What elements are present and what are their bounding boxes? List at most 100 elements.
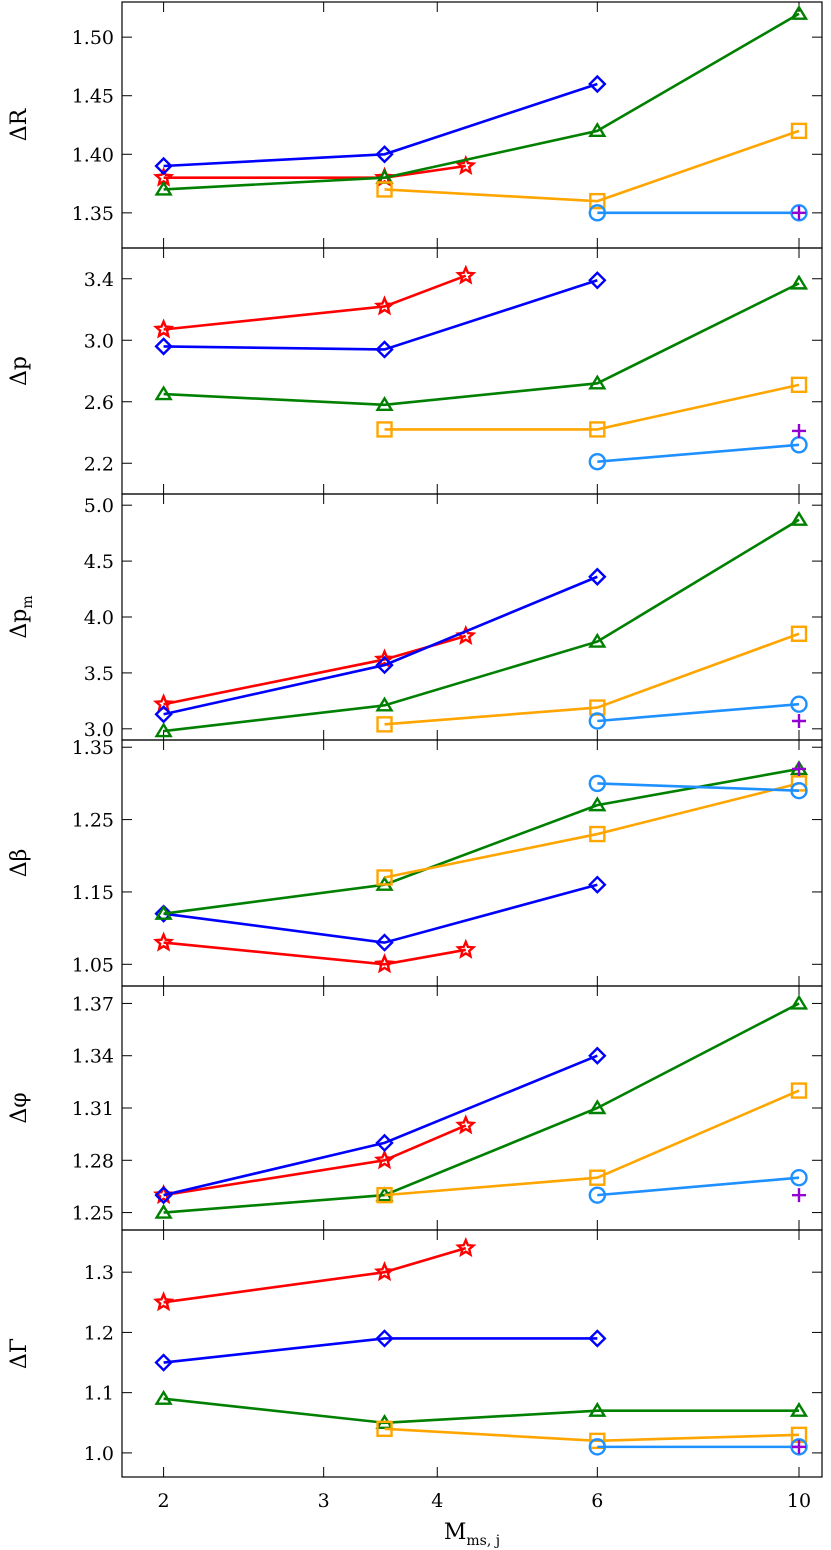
panel-dpm: 3.03.54.04.55.0Δpm	[7, 494, 822, 741]
y-axis-label: Δφ	[7, 1092, 32, 1123]
y-tick-label: 3.5	[84, 663, 114, 685]
series-green-line	[164, 1399, 799, 1423]
panel-dGamma: 1.01.11.21.3ΔΓ	[7, 1230, 822, 1477]
series-purple-point	[792, 424, 806, 438]
panel-frame	[122, 248, 822, 494]
panel-dp: 2.2 2.6 3.0 3.4 Δp	[7, 248, 822, 494]
y-tick-label: 3.4	[84, 269, 114, 291]
series-green-line	[164, 769, 799, 914]
x-axis-label: Mms, j	[444, 1520, 500, 1549]
series-blue-line	[164, 84, 598, 166]
y-tick-label: 1.15	[72, 882, 114, 904]
series-purple	[792, 714, 806, 728]
y-tick-label: 1.34	[72, 1046, 114, 1068]
series-red-point	[156, 935, 171, 949]
series-blue-line	[164, 280, 598, 349]
series-purple-point	[792, 714, 806, 728]
series-red-point	[458, 942, 473, 956]
series-green-point	[157, 388, 171, 400]
x-tick-label: 2	[158, 1490, 170, 1512]
x-tick-label: 3	[318, 1490, 330, 1512]
x-tick-label: 10	[787, 1490, 811, 1512]
y-axis-label: Δβ	[7, 849, 32, 878]
series-orange	[378, 1084, 806, 1203]
y-tick-label: 4.5	[84, 551, 114, 573]
panel-dR: 1.351.401.451.50ΔR	[7, 2, 822, 248]
series-green-point	[792, 997, 806, 1009]
series-red	[156, 935, 473, 971]
y-tick-label: 1.05	[72, 954, 114, 976]
x-tick-label: 6	[591, 1490, 603, 1512]
y-tick-label: 2.6	[84, 392, 114, 414]
series-orange-line	[385, 783, 799, 877]
series-blue-point	[590, 77, 605, 92]
series-red-point	[458, 268, 473, 282]
series-green-point	[792, 7, 806, 18]
series-blue-point	[590, 1048, 605, 1063]
y-tick-label: 1.40	[72, 144, 114, 166]
y-tick-label: 1.2	[84, 1322, 114, 1344]
series-blue-point	[590, 273, 605, 288]
y-tick-label: 1.3	[84, 1262, 114, 1284]
series-blue-point	[590, 877, 605, 892]
series-lightblue	[590, 437, 807, 469]
series-green	[157, 762, 806, 918]
y-tick-label: 1.45	[72, 86, 114, 108]
y-tick-label: 5.0	[84, 495, 114, 517]
series-green-point	[157, 1392, 171, 1404]
series-blue-point	[590, 569, 605, 584]
series-red-line	[164, 1248, 466, 1302]
series-red-line	[164, 943, 466, 965]
series-purple	[792, 1188, 806, 1202]
series-red	[156, 1240, 473, 1309]
series-lightblue	[590, 1170, 807, 1202]
series-green-point	[792, 513, 806, 525]
multi-panel-chart: 1.351.401.451.50ΔR2.22.63.03.4Δp3.03.54.…	[0, 0, 831, 1550]
y-tick-label: 4.0	[84, 607, 114, 629]
series-purple-point	[792, 1188, 806, 1202]
y-axis-label: Δp	[7, 356, 32, 386]
series-lightblue-line	[597, 445, 799, 462]
series-red-line	[164, 276, 466, 330]
panel-frame	[122, 494, 822, 740]
x-tick-label: 4	[431, 1490, 443, 1512]
series-blue	[156, 1331, 605, 1370]
series-lightblue-line	[597, 783, 799, 790]
series-blue	[156, 273, 605, 357]
series-lightblue-line	[597, 1178, 799, 1195]
y-tick-label: 1.31	[72, 1098, 114, 1120]
y-tick-label: 1.28	[72, 1150, 114, 1172]
y-tick-label: 1.25	[72, 810, 114, 832]
y-tick-label: 1.25	[72, 1203, 114, 1225]
series-red-point	[458, 1240, 473, 1254]
series-orange	[378, 776, 806, 884]
series-blue	[156, 1048, 605, 1202]
series-red	[156, 268, 473, 336]
series-green-point	[792, 277, 806, 289]
series-blue-line	[164, 1056, 598, 1195]
panel-dphi: 1.25 1.28 1.31 1.34 1.37 Δφ	[7, 986, 822, 1230]
series-orange	[378, 1422, 806, 1448]
series-green	[157, 1392, 806, 1428]
y-tick-label: 1.1	[84, 1383, 114, 1405]
series-green-line	[164, 283, 799, 404]
series-blue-line	[164, 577, 598, 715]
series-lightblue-line	[597, 704, 799, 721]
series-red-point	[458, 1117, 473, 1131]
y-axis-label: ΔΓ	[7, 1338, 32, 1369]
y-axis-label: Δpm	[7, 595, 36, 638]
series-blue	[156, 877, 605, 950]
series-red-line	[164, 166, 466, 178]
panel-dbeta: 1.05 1.15 1.25 1.35 Δβ	[7, 737, 822, 986]
y-tick-label: 1.37	[72, 993, 114, 1015]
series-lightblue	[590, 776, 807, 798]
series-lightblue	[590, 1439, 807, 1454]
series-blue	[156, 569, 605, 722]
series-orange-line	[385, 1091, 799, 1196]
series-lightblue	[590, 697, 807, 729]
y-tick-label: 1.35	[72, 737, 114, 759]
y-tick-label: 3.0	[84, 330, 114, 352]
series-green	[157, 7, 806, 194]
y-tick-label: 1.35	[72, 203, 114, 225]
y-axis-label: ΔR	[7, 107, 32, 141]
